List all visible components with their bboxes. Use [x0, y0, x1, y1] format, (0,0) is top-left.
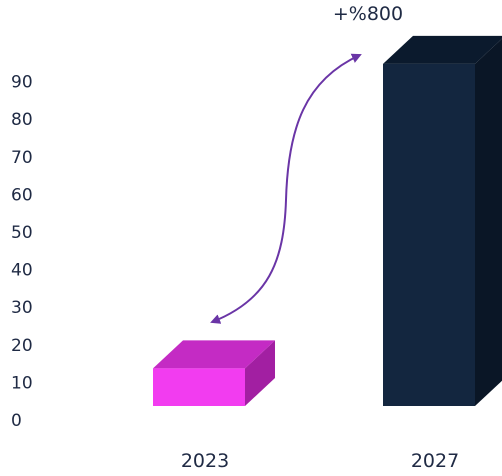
y-axis: 0 10 20 30 40 50 60 70 80 90 [11, 73, 33, 431]
y-tick-label: 20 [11, 336, 33, 356]
bar-2023 [153, 340, 275, 406]
bar-front-face [153, 368, 245, 406]
y-tick-label: 40 [11, 261, 33, 281]
bar-side-face [475, 38, 502, 406]
x-axis: 2023 2027 [181, 450, 459, 472]
y-tick-label: 70 [11, 148, 33, 168]
bar-top-face [383, 35, 502, 64]
x-category-label: 2023 [181, 450, 229, 472]
growth-label: +%800 [333, 3, 403, 25]
y-tick-label: 30 [11, 298, 33, 318]
y-tick-label: 90 [11, 73, 33, 93]
bar-front-face [383, 63, 475, 407]
y-tick-label: 50 [11, 223, 33, 243]
y-tick-label: 60 [11, 185, 33, 205]
y-tick-label: 10 [11, 373, 33, 393]
y-tick-label: 80 [11, 110, 33, 130]
bar-top-face [153, 340, 275, 369]
bars [153, 35, 502, 407]
y-tick-label: 0 [11, 411, 22, 431]
bar-2027 [383, 35, 502, 407]
bar-side-face [245, 340, 275, 406]
growth-arrow [210, 53, 362, 324]
x-category-label: 2027 [411, 450, 459, 472]
growth-annotation: +%800 [210, 3, 403, 324]
